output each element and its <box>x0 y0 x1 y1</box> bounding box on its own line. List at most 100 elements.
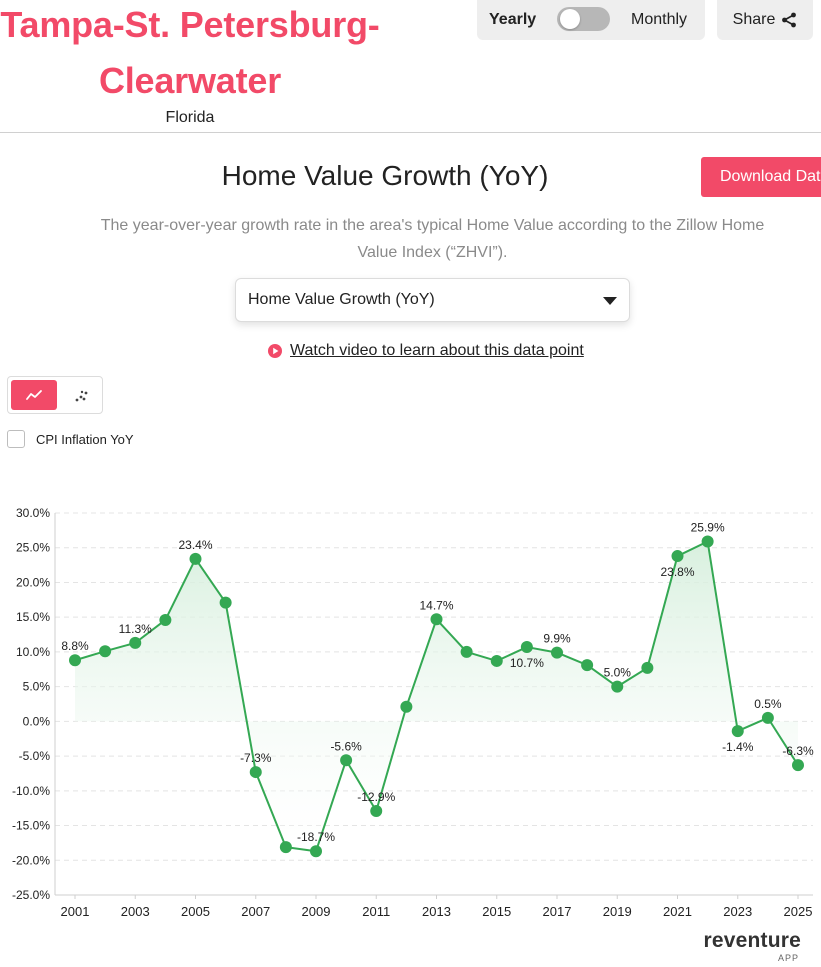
frequency-toggle-switch[interactable] <box>557 7 610 31</box>
cpi-inflation-label: CPI Inflation YoY <box>36 431 134 447</box>
share-icon <box>782 12 797 28</box>
data-point <box>671 550 684 563</box>
metric-select[interactable]: Home Value Growth (YoY) <box>235 278 630 322</box>
x-tick-label: 2023 <box>723 904 752 919</box>
y-tick-label: 15.0% <box>16 610 50 624</box>
data-point <box>611 680 624 693</box>
data-point <box>69 654 81 667</box>
y-tick-label: 20.0% <box>16 575 50 589</box>
watch-video-link[interactable]: Watch video to learn about this data poi… <box>268 340 584 362</box>
data-point <box>460 645 473 658</box>
y-tick-label: -25.0% <box>12 888 50 902</box>
data-label: 14.7% <box>419 598 453 612</box>
download-data-button[interactable]: Download Data <box>701 157 821 197</box>
data-label: 10.7% <box>510 656 544 670</box>
toggle-label-yearly[interactable]: Yearly <box>489 11 537 28</box>
data-label: 23.8% <box>660 565 694 579</box>
data-label: 11.3% <box>119 622 152 636</box>
chart-type-selector <box>7 376 103 414</box>
data-point <box>249 766 262 779</box>
caret-down-icon <box>603 297 617 305</box>
brand-sub: APP <box>777 953 799 963</box>
y-tick-label: -5.0% <box>19 749 51 763</box>
x-tick-label: 2015 <box>482 904 511 919</box>
x-tick-label: 2009 <box>302 904 331 919</box>
data-point <box>400 700 413 713</box>
x-tick-label: 2021 <box>663 904 692 919</box>
data-point <box>310 845 322 858</box>
data-point <box>189 552 202 565</box>
brand-name: reventure <box>703 929 801 952</box>
x-tick-label: 2001 <box>61 904 90 919</box>
play-icon <box>268 344 282 358</box>
frequency-toggle-group: Yearly Monthly <box>477 0 705 40</box>
scatter-chart-icon <box>75 390 88 402</box>
data-label: 5.0% <box>604 666 632 680</box>
toggle-label-monthly[interactable]: Monthly <box>631 11 688 28</box>
data-point <box>129 636 142 649</box>
data-point <box>731 725 744 738</box>
data-label: -1.4% <box>722 740 754 754</box>
x-tick-label: 2005 <box>181 904 210 919</box>
data-label: -12.9% <box>357 790 395 804</box>
data-point <box>520 641 533 654</box>
data-label: 0.5% <box>754 697 782 711</box>
data-point <box>641 661 654 674</box>
data-point <box>551 646 563 659</box>
data-label: -6.3% <box>782 744 814 758</box>
brand-logo: reventure APP <box>701 929 801 963</box>
data-point <box>792 759 804 772</box>
data-point <box>340 754 353 767</box>
x-tick-label: 2025 <box>784 904 813 919</box>
data-label: -5.6% <box>330 739 362 753</box>
y-tick-label: -10.0% <box>12 784 50 798</box>
home-value-growth-chart: 30.0% 25.0% 20.0% 15.0% 10.0% 5.0% 0.0% -5.0% -1… <box>12 506 814 919</box>
cpi-inflation-toggle[interactable]: CPI Inflation YoY <box>7 428 134 450</box>
data-label: 9.9% <box>543 632 571 646</box>
region-title-line2: Clearwater <box>98 60 282 101</box>
data-point <box>159 613 172 626</box>
x-tick-label: 2007 <box>241 904 270 919</box>
x-tick-label: 2013 <box>422 904 451 919</box>
x-tick-label: 2019 <box>603 904 632 919</box>
x-tick-label: 2017 <box>543 904 572 919</box>
line-chart-button[interactable] <box>11 380 57 410</box>
watch-video-text: Watch video to learn about this data poi… <box>290 342 584 359</box>
data-label: 8.8% <box>61 639 89 653</box>
data-point <box>279 841 292 854</box>
toggle-knob <box>560 9 580 29</box>
share-label: Share <box>732 11 776 28</box>
data-point <box>581 659 594 672</box>
y-tick-label: 5.0% <box>23 680 51 694</box>
y-tick-label: 10.0% <box>16 645 50 659</box>
share-button[interactable]: Share <box>717 0 813 40</box>
data-label: 23.4% <box>178 538 212 552</box>
state-name: Florida <box>165 109 215 126</box>
x-tick-label: 2011 <box>362 904 390 919</box>
y-tick-label: 0.0% <box>23 714 51 728</box>
scatter-chart-button[interactable] <box>64 380 100 410</box>
y-tick-label: 30.0% <box>16 506 50 520</box>
metric-description: The year-over-year growth rate in the ar… <box>100 217 765 261</box>
cpi-inflation-checkbox[interactable] <box>7 430 25 448</box>
data-point <box>701 535 714 548</box>
data-point <box>430 613 443 626</box>
series-area <box>75 541 798 852</box>
region-title-block: Tampa-St. Petersburg- Clearwater <box>0 0 380 112</box>
data-label: -7.3% <box>240 751 272 765</box>
data-point <box>219 596 232 609</box>
metric-select-value: Home Value Growth (YoY) <box>248 291 435 308</box>
x-tick-label: 2003 <box>121 904 150 919</box>
y-tick-label: 25.0% <box>16 541 50 555</box>
data-label: 25.9% <box>691 520 725 534</box>
data-point <box>370 804 383 817</box>
data-point <box>99 645 112 658</box>
page-title: Home Value Growth (YoY) <box>221 160 549 191</box>
data-point <box>761 711 774 724</box>
y-tick-label: -15.0% <box>12 819 50 833</box>
region-title-line1: Tampa-St. Petersburg- <box>0 4 380 45</box>
y-tick-label: -20.0% <box>12 853 50 867</box>
header-divider <box>0 132 821 133</box>
data-label: -18.7% <box>297 830 335 844</box>
line-chart-icon <box>26 390 42 400</box>
